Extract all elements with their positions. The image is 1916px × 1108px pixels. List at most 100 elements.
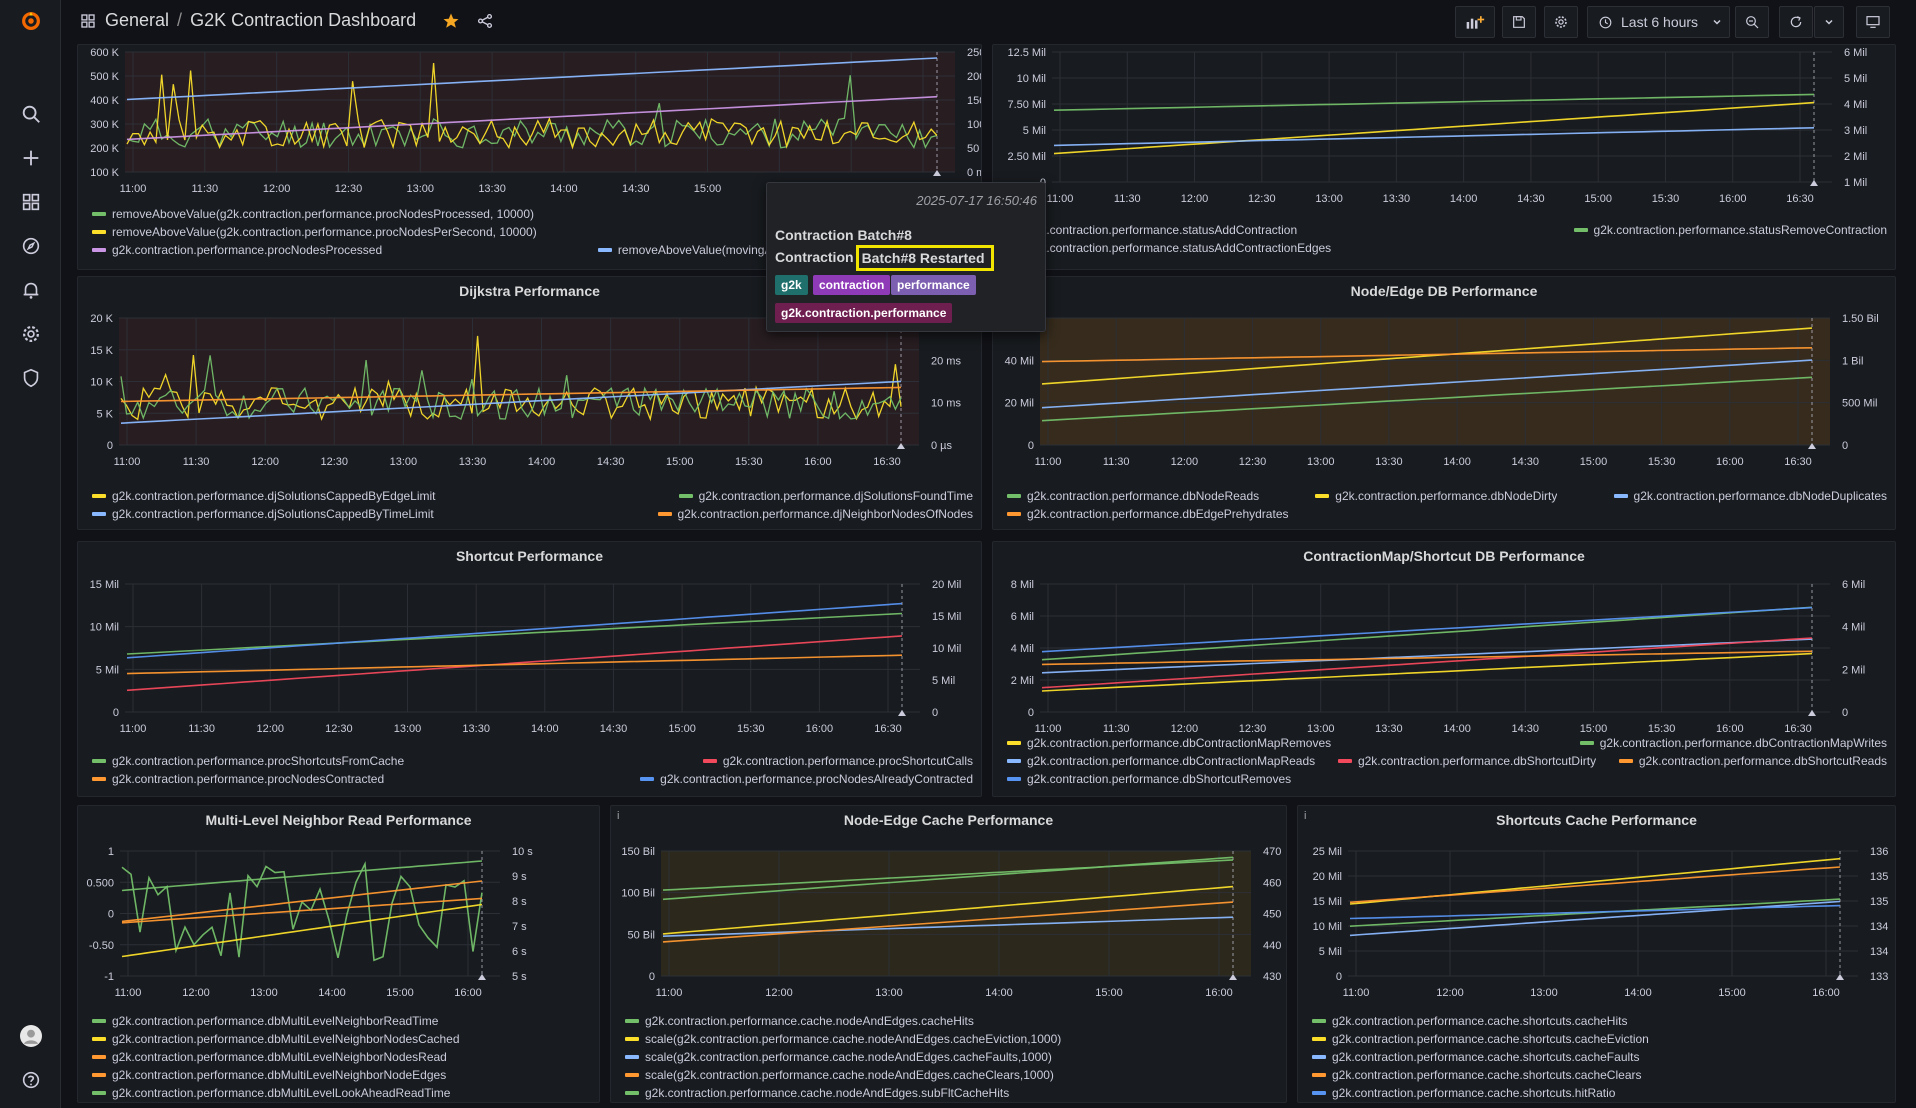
legend-item[interactable]: g2k.contraction.performance.cache.nodeAn… <box>625 1012 974 1030</box>
panel-node-edge-cache-performance[interactable]: i Node-Edge Cache Performance 150 Bil 100 B… <box>610 805 1287 1103</box>
legend-item[interactable]: g2k.contraction.performance.dbMultiLevel… <box>92 1066 446 1084</box>
user-avatar[interactable] <box>17 1022 45 1050</box>
search-icon[interactable] <box>18 101 44 127</box>
panel-title[interactable]: Shortcut Performance <box>455 548 604 564</box>
legend-row: g2k.contraction.performance.cache.shortc… <box>1312 1048 1887 1066</box>
legend-item[interactable]: g2k.contraction.performance.djSolutionsC… <box>92 505 434 523</box>
legend-item[interactable]: g2k.contraction.performance.dbContractio… <box>1007 734 1331 752</box>
panel-info-icon[interactable]: i <box>1304 810 1307 822</box>
legend-item[interactable]: g2k.contraction.performance.cache.shortc… <box>1312 1030 1649 1048</box>
panel-graph[interactable]: 15 Mil 10 Mil 5 Mil 0 20 Mil 15 Mil 10 Mil 5 Mi… <box>78 542 982 797</box>
save-dashboard-button[interactable] <box>1502 6 1536 38</box>
breadcrumb-folder[interactable]: General <box>105 10 170 30</box>
panel-title[interactable]: Node/Edge DB Performance <box>1350 283 1538 299</box>
tag-g2k[interactable]: g2k <box>775 275 808 295</box>
legend-item[interactable]: g2k.contraction.performance.cache.shortc… <box>1312 1012 1627 1030</box>
legend-item[interactable]: g2k.contraction.performance.dbContractio… <box>1007 752 1315 770</box>
legend-item[interactable]: scale(g2k.contraction.performance.cache.… <box>625 1066 1054 1084</box>
legend-item[interactable]: g2k.contraction.performance.procShortcut… <box>92 752 404 770</box>
dashboards-icon[interactable] <box>18 189 44 215</box>
legend-item[interactable]: g2k.contraction.performance.djNeighborNo… <box>657 505 973 523</box>
legend-item[interactable]: g2k.contraction.performance.dbMultiLevel… <box>92 1012 438 1030</box>
panel-title[interactable]: Node-Edge Cache Performance <box>843 812 1054 828</box>
tag-g2k-contraction-performance[interactable]: g2k.contraction.performance <box>775 303 953 323</box>
legend-item[interactable]: g2k.contraction.performance.djSolutionsF… <box>678 487 973 505</box>
legend-item[interactable]: g2k.contraction.performance.dbEdgePrehyd… <box>1007 505 1289 523</box>
legend-item[interactable]: g2k.contraction.performance.procNodesAlr… <box>640 770 973 788</box>
zoom-out-button[interactable] <box>1735 6 1769 38</box>
legend-item[interactable]: g2k.contraction.performance.cache.shortc… <box>1312 1084 1615 1102</box>
legend-item[interactable]: g2k.contraction.performance.djSolutionsC… <box>92 487 436 505</box>
series-line <box>126 75 938 150</box>
dashboard-title[interactable]: G2K Contraction Dashboard <box>190 10 417 30</box>
time-range-picker[interactable]: Last 6 hours <box>1587 6 1730 38</box>
add-panel-button[interactable] <box>1455 6 1495 38</box>
legend-item[interactable]: removeAboveValue(g2k.contraction.perform… <box>92 223 537 241</box>
legend-item[interactable]: g2k.contraction.performance.procNodesPro… <box>92 241 382 259</box>
panel-dijkstra-performance[interactable]: Dijkstra Performance 20 K 15 K 10 K 5 K 0 20 m… <box>77 276 982 530</box>
legend-item[interactable]: g2k.contraction.performance.cache.nodeAn… <box>625 1084 1009 1102</box>
legend-item[interactable]: g2k.contraction.performance.dbNodeReads <box>1007 487 1259 505</box>
legend-item[interactable]: g2k.contraction.performance.cache.shortc… <box>1312 1066 1642 1084</box>
panel-shortcut-performance[interactable]: Shortcut Performance 15 Mil 10 Mil 5 Mil 0 20… <box>77 541 982 797</box>
panel-p1[interactable]: 600 K 500 K 400 K 300 K 200 K 100 K 250 ms 200 … <box>77 44 982 270</box>
dashboard-settings-button[interactable] <box>1544 6 1578 38</box>
create-icon[interactable] <box>18 145 44 171</box>
refresh-interval-button[interactable] <box>1814 6 1844 38</box>
legend-item[interactable]: g2k.contraction.performance.cache.shortc… <box>1312 1048 1640 1066</box>
panel-graph[interactable]: 1 0.500 0 -0.50 -1 10 s 9 s 8 s 7 s 6 s 5 s 11:00 12… <box>78 806 600 1103</box>
legend-item[interactable]: g2k.contraction.performance.dbNodeDuplic… <box>1613 487 1887 505</box>
legend-label: g2k.contraction.performance.dbContractio… <box>1027 754 1316 768</box>
refresh-button[interactable] <box>1779 6 1813 38</box>
server-admin-shield-icon[interactable] <box>18 365 44 391</box>
legend-item[interactable]: g2k.contraction.performance.statusAddCon… <box>1007 221 1297 239</box>
alerting-bell-icon[interactable] <box>18 277 44 303</box>
panel-graph[interactable]: 600 K 500 K 400 K 300 K 200 K 100 K 250 ms 200 … <box>78 45 982 270</box>
panel-graph[interactable]: 150 Bil 100 Bil 50 Bil 0 470 460 450 440 430 11:0… <box>611 806 1287 1103</box>
panel-title[interactable]: ContractionMap/Shortcut DB Performance <box>1303 548 1585 564</box>
panel-shortcuts-cache-performance[interactable]: i Shortcuts Cache Performance 25 Mil 20 Mil… <box>1297 805 1896 1103</box>
legend-item[interactable]: g2k.contraction.performance.dbMultiLevel… <box>92 1030 460 1048</box>
explore-icon[interactable] <box>18 233 44 259</box>
help-icon[interactable] <box>18 1067 44 1093</box>
legend-item[interactable]: g2k.contraction.performance.dbMultiLevel… <box>92 1048 447 1066</box>
legend-item[interactable]: g2k.contraction.performance.statusAddCon… <box>1007 239 1331 257</box>
tv-mode-button[interactable] <box>1856 6 1890 38</box>
configuration-gear-icon[interactable] <box>18 321 44 347</box>
legend-item[interactable]: scale(g2k.contraction.performance.cache.… <box>625 1048 1052 1066</box>
legend-item[interactable]: g2k.contraction.performance.procShortcut… <box>702 752 973 770</box>
share-icon[interactable] <box>476 12 494 30</box>
legend-item[interactable]: g2k.contraction.performance.statusRemove… <box>1573 221 1887 239</box>
legend-item[interactable]: g2k.contraction.performance.dbShortcutDi… <box>1337 752 1596 770</box>
panel-title[interactable]: Dijkstra Performance <box>459 283 600 299</box>
legend-item[interactable]: g2k.contraction.performance.dbNodeDirty <box>1315 487 1557 505</box>
star-icon[interactable] <box>442 12 460 30</box>
legend-item[interactable]: scale(g2k.contraction.performance.cache.… <box>625 1030 1061 1048</box>
legend-item[interactable]: g2k.contraction.performance.dbMultiLevel… <box>92 1084 450 1102</box>
legend-item[interactable]: g2k.contraction.performance.dbShortcutRe… <box>1007 770 1291 788</box>
tag-performance[interactable]: performance <box>891 275 976 295</box>
legend-item[interactable]: g2k.contraction.performance.procNodesCon… <box>92 770 384 788</box>
legend-color-swatch <box>92 512 106 516</box>
x-axis-tick: 15:30 <box>737 723 765 735</box>
panel-multi-level-neighbor-read-performance[interactable]: Multi-Level Neighbor Read Performance 1 0.… <box>77 805 600 1103</box>
panel-info-icon[interactable]: i <box>617 810 620 822</box>
add-panel-icon <box>1466 16 1485 29</box>
legend-item[interactable]: removeAboveValue(g2k.contraction.perform… <box>92 205 534 223</box>
panel-contractionmap-shortcut-db-performance[interactable]: ContractionMap/Shortcut DB Performance 8 … <box>992 541 1896 797</box>
legend-item[interactable]: g2k.contraction.performance.dbContractio… <box>1579 734 1887 752</box>
panel-title[interactable]: Shortcuts Cache Performance <box>1496 812 1697 828</box>
tag-contraction[interactable]: contraction <box>813 275 891 295</box>
panel-graph[interactable]: 25 Mil 20 Mil 15 Mil 10 Mil 5 Mil 0 136 135 135 1… <box>1298 806 1896 1103</box>
grafana-logo-icon[interactable] <box>18 8 44 34</box>
x-axis-tick: 14:00 <box>318 987 346 999</box>
panel-title[interactable]: Multi-Level Neighbor Read Performance <box>205 812 472 828</box>
legend-item[interactable]: g2k.contraction.performance.dbShortcutRe… <box>1618 752 1887 770</box>
y-axis-left-tick: 12.5 Mil <box>1007 47 1046 59</box>
panel-graph[interactable]: 20 K 15 K 10 K 5 K 0 20 ms 10 ms 0 µs 11:00 11:30… <box>78 277 982 530</box>
